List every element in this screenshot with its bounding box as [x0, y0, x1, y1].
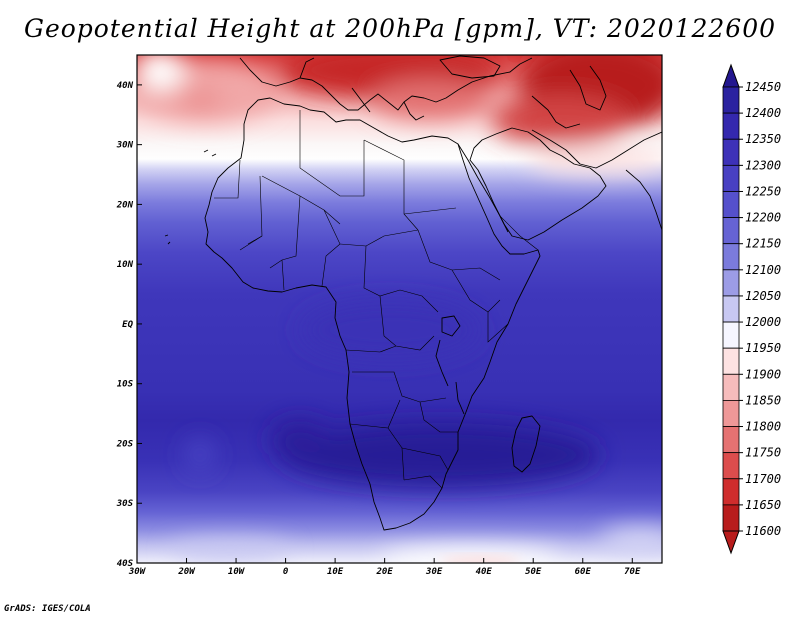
lat-tick-label: 10N	[117, 260, 134, 270]
colorbar-label: 12150	[745, 237, 781, 251]
colorbar-label: 11950	[745, 341, 781, 355]
lon-tick-label: 30W	[128, 567, 147, 577]
map-axes: 30W 20W 10W 0 10E 20E 30E 40E 50E 60E 70E 40N 30N 20N…	[116, 81, 641, 577]
colorbar-label: 11750	[745, 446, 781, 460]
colorbar-label: 12000	[745, 315, 781, 329]
lon-tick-label: 20E	[376, 567, 394, 577]
lat-tick-label: 10S	[117, 380, 134, 390]
colorbar-segment	[722, 400, 740, 427]
country-borders	[214, 110, 539, 489]
lat-tick-label: EQ	[122, 320, 133, 330]
colorbar-segment	[722, 347, 740, 375]
lon-tick-label: 10W	[228, 567, 246, 577]
lon-tick-label: 40E	[476, 567, 493, 577]
lon-tick-label: 0	[283, 567, 289, 577]
lat-tick-label: 20S	[116, 439, 134, 449]
colorbar-label: 12250	[745, 184, 781, 198]
colorbar-top-arrow	[722, 63, 740, 88]
colorbar-label: 11650	[745, 498, 781, 512]
colorbar-label: 12050	[745, 289, 781, 303]
lat-tick-label: 40N	[117, 81, 134, 91]
lat-tick-label: 40S	[117, 559, 134, 569]
colorbar-segment	[722, 112, 740, 140]
lon-tick-label: 50E	[525, 567, 542, 577]
lat-tick-label: 30N	[116, 141, 134, 151]
colorbar-label: 12400	[745, 106, 781, 120]
colorbar-segment	[722, 164, 740, 192]
colorbar-label: 12100	[745, 263, 781, 277]
lat-tick-label: 20N	[116, 200, 134, 210]
lon-tick-label: 70E	[624, 567, 641, 577]
colorbar-label: 12300	[745, 158, 781, 172]
colorbar-label: 11600	[745, 524, 781, 538]
colorbar-label: 11900	[745, 367, 781, 381]
lon-tick-label: 60E	[575, 567, 592, 577]
colorbar-segment	[722, 321, 740, 349]
colorbar-segment	[722, 426, 740, 454]
colorbar: 12450 12400 12350 12300 12250 12200 12150 12100…	[722, 63, 781, 555]
lon-tick-label: 10E	[327, 567, 344, 577]
colorbar-segment	[722, 86, 740, 114]
colorbar-label: 11700	[745, 472, 781, 486]
colorbar-segment	[722, 138, 740, 166]
colorbar-segment	[722, 452, 740, 480]
colorbar-label: 11800	[745, 420, 781, 434]
colorbar-segment	[722, 373, 740, 401]
colorbar-segment	[722, 269, 740, 297]
lon-tick-label: 20W	[177, 567, 196, 577]
map-title: Geopotential Height at 200hPa [gpm], VT:…	[23, 14, 777, 43]
colorbar-label: 12350	[745, 132, 781, 146]
credit-label: GrADS: IGES/COLA	[4, 604, 91, 614]
colorbar-bottom-arrow	[722, 530, 740, 555]
lat-tick-label: 30S	[116, 499, 134, 509]
plot-frame	[136, 54, 663, 564]
colorbar-label: 12450	[745, 80, 781, 94]
height-field	[137, 55, 662, 563]
colorbar-segment	[722, 191, 740, 218]
colorbar-segment	[722, 243, 740, 271]
colorbar-label: 12200	[745, 211, 781, 225]
colorbar-segment	[722, 217, 740, 245]
colorbar-label: 11850	[745, 393, 781, 407]
colorbar-segment	[722, 478, 740, 506]
colorbar-segment	[722, 504, 740, 532]
lon-tick-label: 30E	[425, 567, 443, 577]
colorbar-segment	[722, 295, 740, 323]
